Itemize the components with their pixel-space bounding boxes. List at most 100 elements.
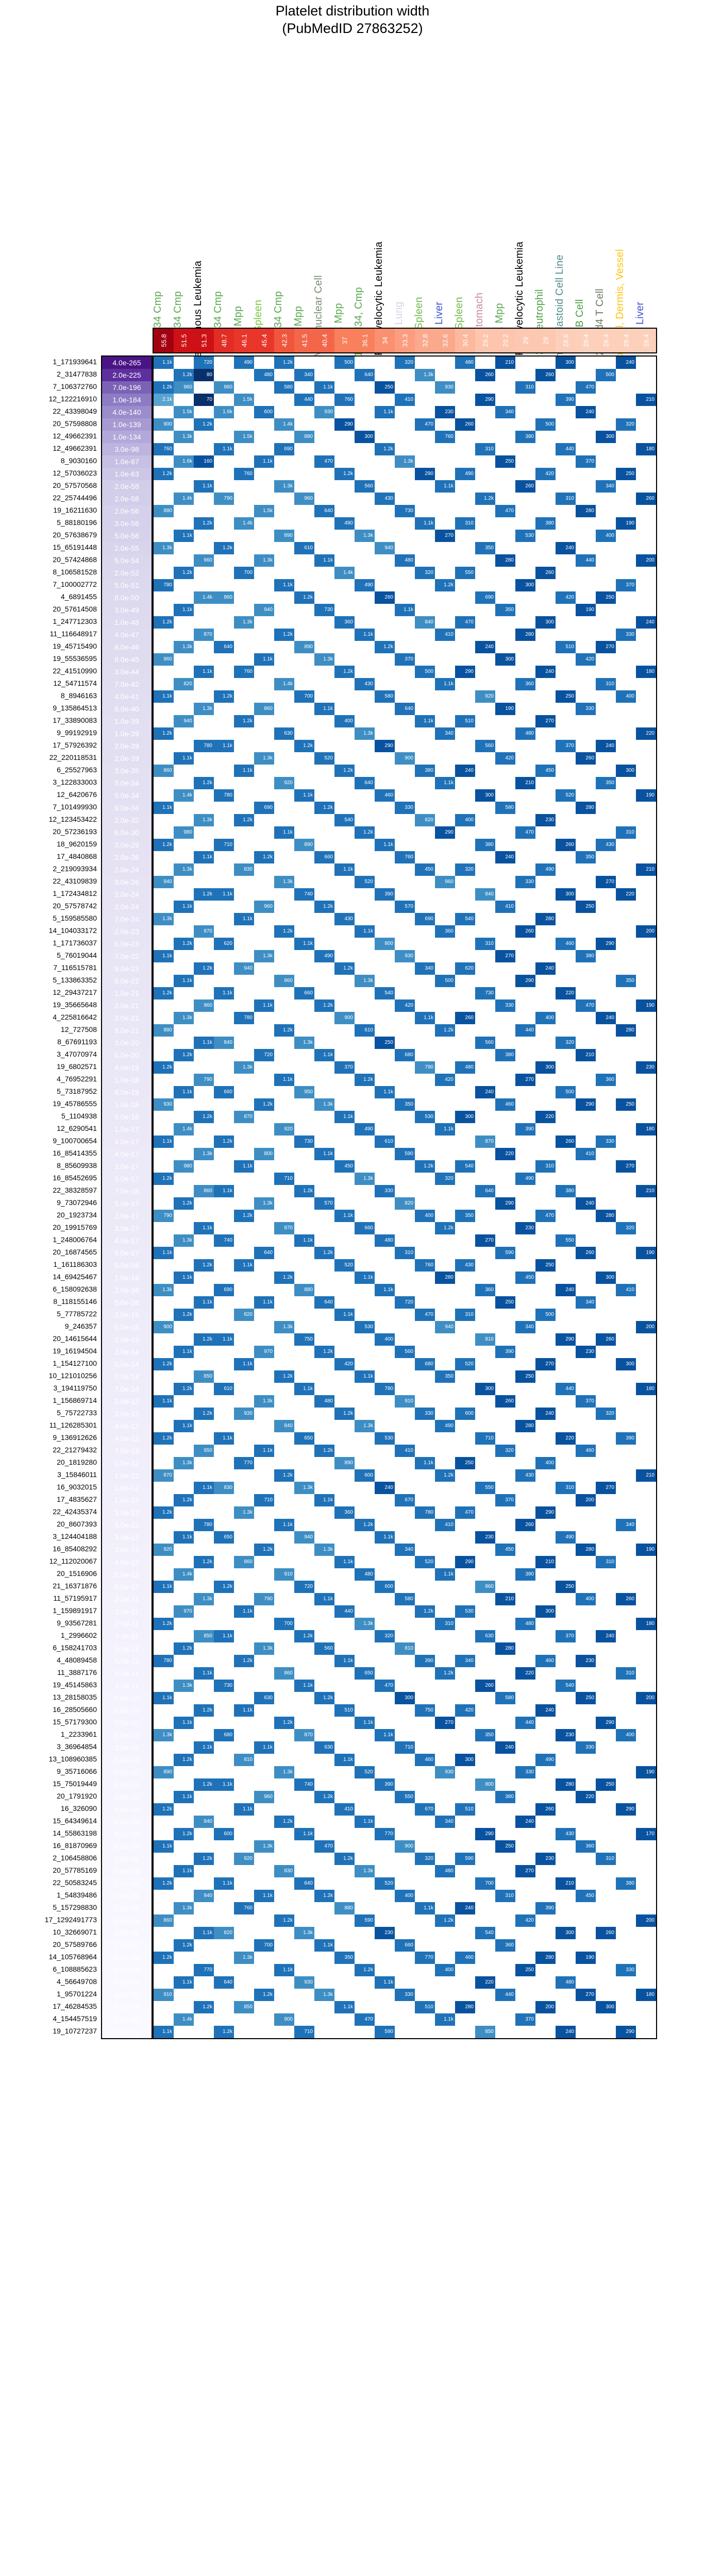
heatmap-cell-value: 940 <box>384 545 393 551</box>
heatmap-cell-value: 1.1k <box>363 632 373 637</box>
heatmap-cell <box>435 1989 455 2001</box>
column-header-8: 8. Mpp <box>293 52 313 338</box>
row-label: 8_85609938 <box>57 1161 97 1170</box>
heatmap-cell-value: 610 <box>364 1027 373 1033</box>
pvalue-cell: 2.0e-24 <box>102 888 152 901</box>
heatmap-cell-value: 1.1k <box>444 1571 454 1577</box>
heatmap-cell: 250 <box>596 591 616 604</box>
heatmap-cell <box>314 789 334 802</box>
heatmap-cell-value: 1.2k <box>444 1670 454 1676</box>
heatmap-cell <box>556 1469 576 1482</box>
heatmap-cell-value: 430 <box>565 1831 574 1837</box>
heatmap-cell: 920 <box>234 1853 254 1865</box>
heatmap-cell <box>495 530 515 542</box>
heatmap-cell <box>495 1457 515 1469</box>
heatmap-cell: 300 <box>535 616 556 629</box>
heatmap-cell <box>455 1568 475 1581</box>
heatmap-cell: 1.1k <box>154 1840 174 1853</box>
table-row: 960 1.1k 1.2k 420 330 470 190 <box>154 999 656 1012</box>
heatmap-cell: 350 <box>435 1370 455 1383</box>
heatmap-cell-value: 260 <box>525 928 534 934</box>
heatmap-cell <box>375 1754 395 1766</box>
heatmap-cell-value: 230 <box>565 1732 574 1738</box>
heatmap-cell <box>254 542 274 554</box>
heatmap-cell <box>355 604 375 616</box>
table-row: 1.4k 900 470 1.1k 370 <box>154 2013 656 2026</box>
heatmap-cell <box>154 1754 174 1766</box>
heatmap-cell <box>596 1816 616 1828</box>
heatmap-cell <box>495 1605 515 1618</box>
heatmap-cell <box>294 1544 314 1556</box>
heatmap-cell: 490 <box>535 1754 556 1766</box>
heatmap-cell <box>495 1272 515 1284</box>
heatmap-cell: 320 <box>415 567 435 579</box>
heatmap-cell: 1.1k <box>194 480 214 493</box>
heatmap-cell <box>415 1185 435 1197</box>
heatmap-cell: 200 <box>636 1914 656 1927</box>
heatmap-cell: 640 <box>355 777 375 789</box>
pvalue-cell: 5.0e-16 <box>102 1296 152 1309</box>
heatmap-cell-value: 1.1k <box>162 360 172 365</box>
heatmap-cell <box>515 1741 535 1754</box>
heatmap-cell <box>174 579 194 591</box>
heatmap-cell <box>214 999 234 1012</box>
heatmap-cell: 260 <box>556 1136 576 1148</box>
heatmap-cell <box>214 1902 234 1914</box>
pvalue-cell: 3.0e-10 <box>102 1754 152 1766</box>
heatmap-cell <box>174 1259 194 1272</box>
heatmap-cell: 1.2k <box>154 727 174 740</box>
heatmap-cell <box>234 1581 254 1593</box>
heatmap-cell: 310 <box>475 443 495 455</box>
pvalue-cell: 1.0e-39 <box>102 715 152 727</box>
heatmap-cell <box>294 1717 314 1729</box>
heatmap-cell <box>415 975 435 987</box>
heatmap-cell: 460 <box>455 1952 475 1964</box>
heatmap-cell-value: 250 <box>585 904 594 909</box>
heatmap-cell <box>475 1222 495 1234</box>
row-label: 19_10727237 <box>53 2027 97 2035</box>
heatmap-cell: 300 <box>556 888 576 901</box>
heatmap-cell <box>294 975 314 987</box>
heatmap-cell <box>375 1914 395 1927</box>
heatmap-cell <box>375 1296 395 1309</box>
heatmap-cell <box>515 1494 535 1506</box>
heatmap-cell <box>274 554 294 567</box>
heatmap-cell <box>334 1865 355 1877</box>
heatmap-cell-value: 890 <box>304 644 313 650</box>
heatmap-cell: 240 <box>475 1086 495 1098</box>
heatmap-cell <box>194 1581 214 1593</box>
heatmap-cell <box>475 1420 495 1432</box>
heatmap-cell: 1.1k <box>194 666 214 678</box>
heatmap-cell <box>194 1544 214 1556</box>
heatmap-cell <box>355 1160 375 1173</box>
heatmap-cell-value: 1.2k <box>182 1942 192 1948</box>
heatmap-cell: 1.3k <box>274 1321 294 1333</box>
table-row: 1.5k 1.6k 600 930 1.1k 230 340 240 <box>154 406 656 418</box>
heatmap-cell <box>415 1840 435 1853</box>
heatmap-cell: 320 <box>556 1037 576 1049</box>
heatmap-cell <box>294 1420 314 1432</box>
heatmap-cell-value: 280 <box>465 2004 474 2010</box>
heatmap-cell: 1.1k <box>174 1420 194 1432</box>
heatmap-cell <box>294 1791 314 1803</box>
heatmap-cell-value: 1.2k <box>283 928 293 934</box>
heatmap-cell: 320 <box>415 1853 435 1865</box>
heatmap-cell <box>616 394 636 406</box>
heatmap-cell <box>334 1432 355 1445</box>
heatmap-cell <box>154 1259 174 1272</box>
heatmap-cell: 1.1k <box>234 1803 254 1816</box>
heatmap-cell <box>535 950 556 962</box>
heatmap-cell <box>475 1197 495 1210</box>
heatmap-cell <box>194 1123 214 1136</box>
heatmap-cell <box>395 641 415 653</box>
row-label: 12_112020067 <box>49 1557 97 1565</box>
heatmap-cell-value: 410 <box>405 1448 413 1453</box>
pvalue-cell: 6.0e-20 <box>102 1049 152 1061</box>
heatmap-cell-value: 1.1k <box>182 904 192 909</box>
heatmap-cell <box>535 752 556 765</box>
row-label: 20_57638679 <box>53 531 97 539</box>
heatmap-cell <box>435 554 455 567</box>
heatmap-cell-value: 400 <box>405 1893 413 1899</box>
heatmap-cell <box>515 1902 535 1914</box>
heatmap-cell <box>596 1741 616 1754</box>
